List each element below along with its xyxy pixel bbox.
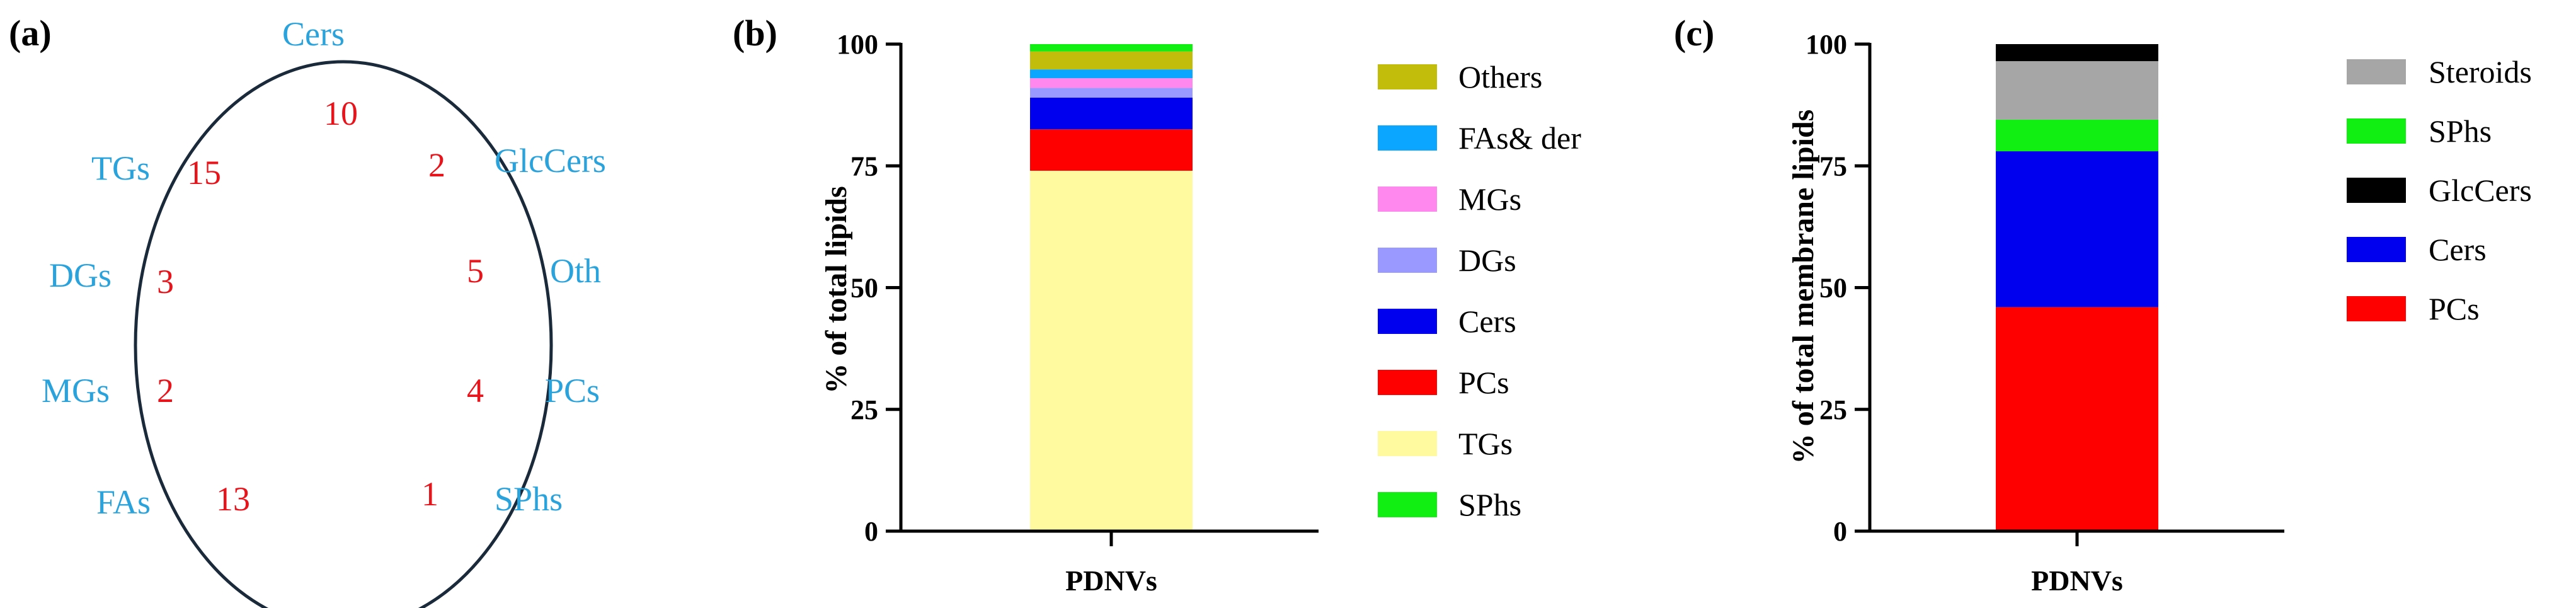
count-label-glccers: 2 (428, 146, 445, 184)
chart-b-legend-label-fas-der: FAs& der (1458, 120, 1581, 156)
chart-b-category-label: PDNVs (1065, 565, 1157, 597)
chart-b-legend-swatch-pcs (1378, 370, 1437, 395)
count-label-tgs: 15 (187, 154, 221, 192)
class-label-glccers: GlcCers (495, 142, 606, 180)
chart-c-ticks: 0 25 50 75 100 (1806, 29, 1870, 547)
chart-c: (c) 0 25 50 75 100 % of total membrane lipid… (1674, 13, 2532, 597)
chart-b-bars (1030, 44, 1193, 532)
chart-b-legend-swatch-mgs (1378, 186, 1437, 212)
chart-c-bar-segment-cers (1996, 151, 2158, 307)
chart-c-legend: Steroids SPhs GlcCers Cers PCs (2347, 54, 2532, 326)
chart-c-y-tick-label: 0 (1833, 516, 1847, 547)
chart-c-y-tick-label: 25 (1819, 394, 1847, 425)
chart-b-legend-label-sphs: SPhs (1458, 487, 1521, 522)
panel-c-letter: (c) (1674, 13, 1714, 54)
panel-a-letter: (a) (9, 13, 52, 54)
chart-b-legend-swatch-fas-der (1378, 125, 1437, 151)
chart-b-legend-swatch-others (1378, 64, 1437, 89)
class-label-dgs: DGs (49, 256, 112, 294)
chart-b-bar-segment-cers (1030, 98, 1193, 130)
lipid-class-ellipse (134, 60, 553, 608)
count-label-sphs: 1 (421, 475, 438, 513)
chart-b: (b) 0 25 50 75 100 % of total lipids PDNVs O… (733, 13, 1581, 597)
chart-b-y-tick-label: 100 (837, 29, 878, 60)
chart-c-bars (1996, 44, 2158, 531)
chart-c-y-tick-label: 100 (1806, 29, 1847, 60)
count-label-mgs: 2 (157, 372, 174, 410)
chart-c-bar-segment-sphs (1996, 119, 2158, 152)
chart-b-y-tick-label: 50 (850, 273, 878, 304)
chart-b-bar-segment-mgs (1030, 78, 1193, 88)
chart-b-ticks: 0 25 50 75 100 (837, 29, 901, 547)
chart-c-legend-label-cers: Cers (2429, 232, 2487, 267)
count-label-pcs: 4 (467, 372, 484, 410)
chart-b-y-tick-label: 25 (850, 394, 878, 425)
chart-c-legend-label-sphs: SPhs (2429, 113, 2492, 149)
chart-b-legend-swatch-sphs (1378, 492, 1437, 517)
count-label-cers: 10 (324, 95, 358, 132)
chart-b-bar-segment-dgs (1030, 88, 1193, 98)
class-label-pcs: PCs (545, 372, 600, 410)
class-label-mgs: MGs (42, 372, 110, 410)
chart-b-legend-swatch-cers (1378, 309, 1437, 334)
class-label-cers: Cers (282, 15, 345, 53)
class-label-tgs: TGs (91, 149, 150, 187)
chart-c-legend-swatch-sphs (2347, 118, 2406, 144)
count-label-fas: 13 (216, 480, 250, 518)
chart-c-category-label: PDNVs (2031, 565, 2123, 597)
chart-c-legend-label-steroids: Steroids (2429, 54, 2532, 89)
chart-b-bar-segment-tgs (1030, 170, 1193, 532)
chart-b-legend-label-pcs: PCs (1458, 365, 1509, 400)
chart-c-legend-swatch-cers (2347, 237, 2406, 262)
chart-b-legend-swatch-dgs (1378, 248, 1437, 273)
chart-c-legend-swatch-steroids (2347, 59, 2406, 84)
chart-b-y-tick-label: 0 (864, 516, 878, 547)
chart-b-legend-label-others: Others (1458, 59, 1542, 95)
chart-c-y-tick-label: 50 (1819, 273, 1847, 304)
count-label-oth: 5 (467, 252, 484, 290)
panel-b-letter: (b) (733, 13, 777, 54)
class-label-fas: FAs (96, 483, 151, 521)
chart-b-bar-segment-fas-der (1030, 69, 1193, 79)
chart-b-legend-swatch-tgs (1378, 431, 1437, 456)
chart-b-legend-label-tgs: TGs (1458, 426, 1513, 461)
class-label-oth: Oth (550, 252, 601, 290)
chart-b-bar-segment-others (1030, 51, 1193, 70)
panel-a: (a) Cers 10 GlcCers 2 Oth 5 PCs 4 SPhs 1… (9, 13, 606, 608)
count-label-dgs: 3 (157, 263, 174, 301)
chart-c-y-tick-label: 75 (1819, 151, 1847, 181)
chart-b-legend-label-dgs: DGs (1458, 243, 1516, 278)
chart-b-legend: Others FAs& der MGs DGs Cers PCs TGs SPhs (1378, 59, 1581, 522)
class-label-sphs: SPhs (495, 480, 563, 518)
chart-b-bar-segment-pcs (1030, 129, 1193, 171)
chart-b-legend-label-cers: Cers (1458, 304, 1516, 339)
chart-c-legend-label-pcs: PCs (2429, 291, 2480, 326)
chart-c-y-axis-title: % of total membrane lipids (1787, 110, 1820, 464)
chart-c-legend-swatch-pcs (2347, 296, 2406, 321)
chart-b-y-axis-title: % of total lipids (820, 186, 853, 393)
chart-c-legend-swatch-glccers (2347, 178, 2406, 203)
chart-b-y-tick-label: 75 (850, 151, 878, 181)
chart-c-bar-segment-glccers (1996, 44, 2158, 62)
chart-b-legend-label-mgs: MGs (1458, 181, 1521, 217)
chart-c-bar-segment-steroids (1996, 61, 2158, 120)
chart-b-bar-segment-sphs (1030, 44, 1193, 52)
chart-c-bar-segment-pcs (1996, 307, 2158, 531)
chart-c-legend-label-glccers: GlcCers (2429, 173, 2532, 208)
